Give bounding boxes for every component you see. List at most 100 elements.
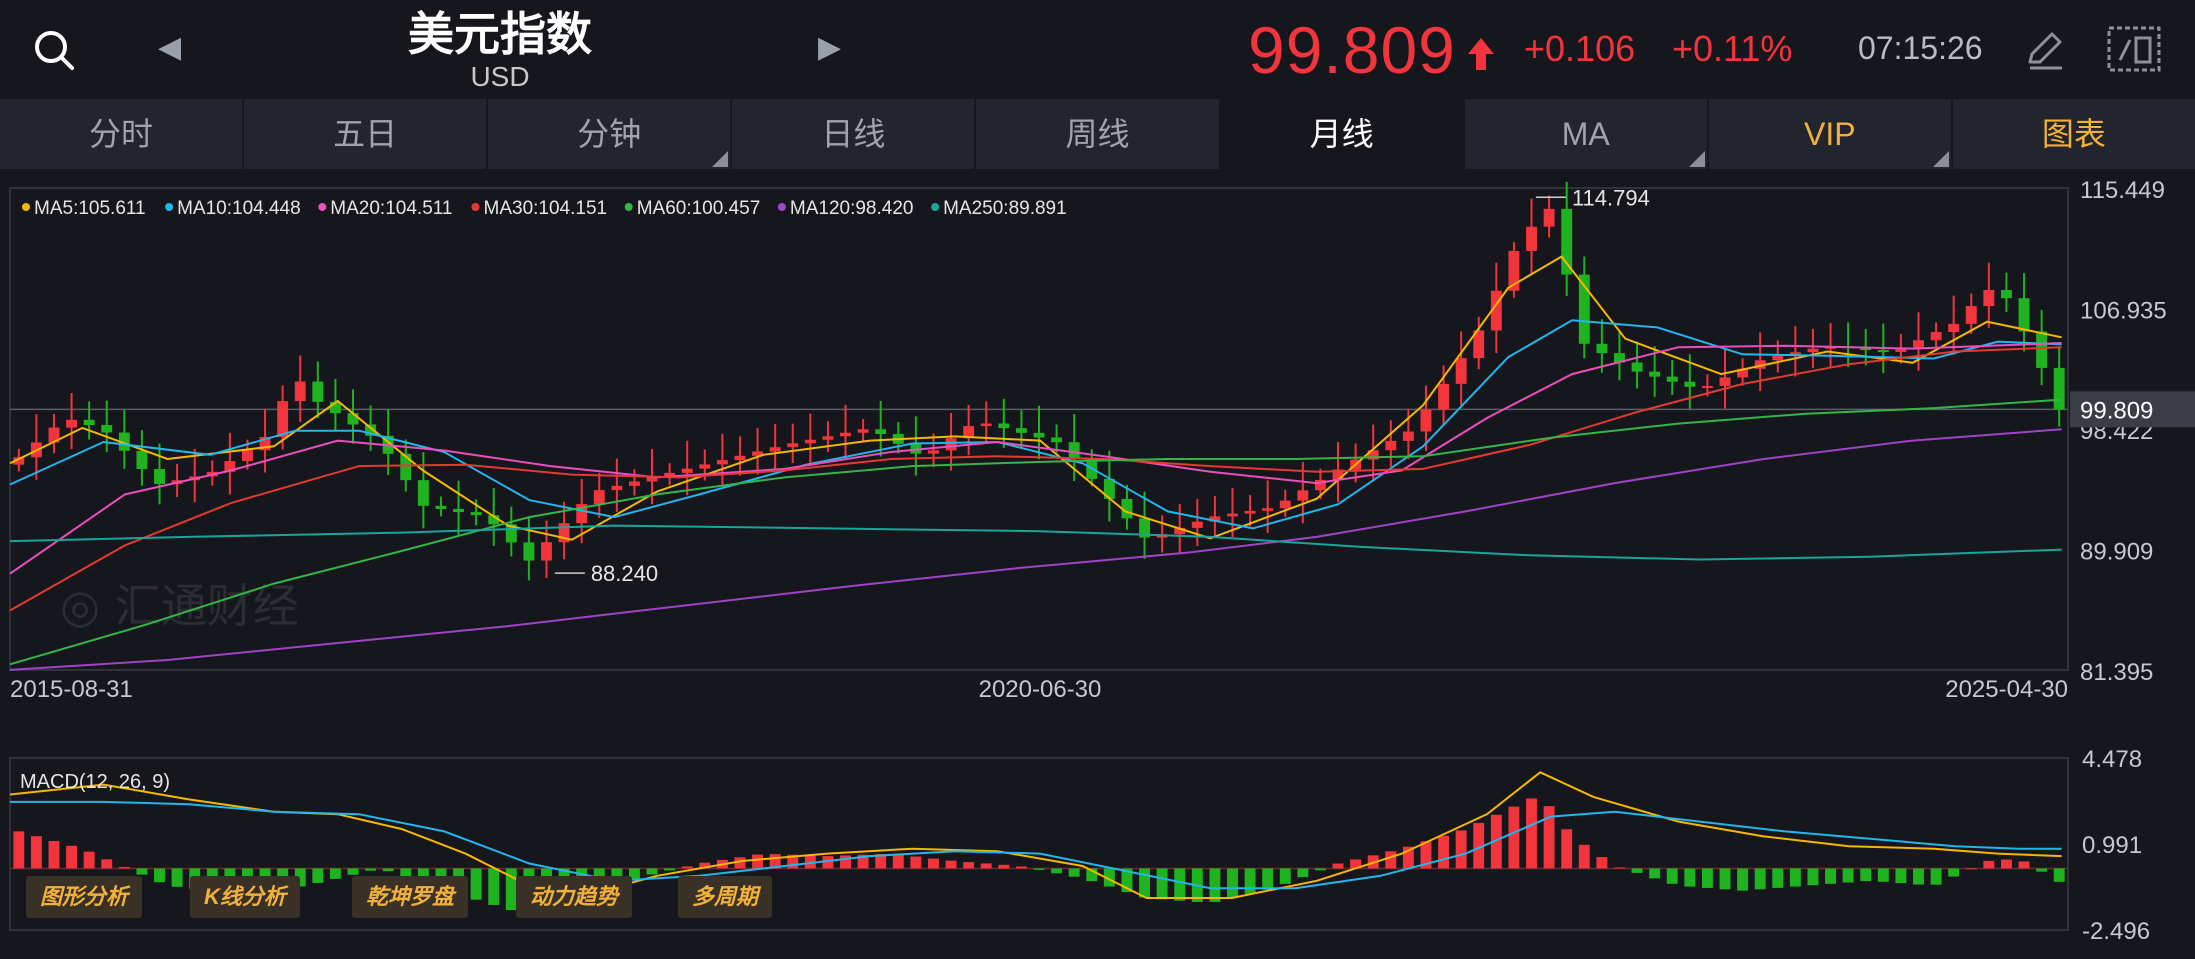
candle-body: [558, 523, 570, 543]
macd-bar: [488, 868, 500, 905]
tab-0[interactable]: 分时: [0, 99, 245, 169]
candle-body: [1367, 450, 1379, 460]
tab-2[interactable]: 分钟: [488, 99, 733, 169]
candle-body: [101, 425, 113, 433]
ma-legend-label: MA250:89.891: [943, 198, 1067, 219]
pen-icon[interactable]: [2020, 26, 2068, 74]
candle-body: [734, 455, 746, 461]
tab-5[interactable]: 月线: [1220, 99, 1465, 169]
layout-icon[interactable]: [2106, 24, 2162, 74]
left-arrow-icon[interactable]: ◀: [158, 31, 182, 64]
legend-dot: [624, 203, 633, 211]
ma-legend-label: MA10:104.448: [177, 198, 301, 219]
y-tick-label: 106.935: [2080, 298, 2167, 325]
macd-bar: [83, 851, 95, 869]
macd-bar: [963, 862, 975, 869]
legend-dot: [777, 203, 786, 211]
candle-body: [1789, 352, 1801, 356]
macd-bar: [840, 855, 851, 869]
tool-button-3[interactable]: 动力趋势: [516, 876, 633, 918]
search-icon[interactable]: [30, 26, 78, 74]
macd-bar: [1596, 857, 1608, 869]
macd-bar: [66, 845, 78, 869]
candle-body: [1068, 442, 1080, 459]
macd-label: MACD(12, 26, 9): [20, 771, 170, 793]
candle-body: [435, 505, 447, 509]
tab-4[interactable]: 周线: [976, 99, 1221, 169]
macd-bar: [1526, 798, 1537, 869]
tab-1[interactable]: 五日: [244, 99, 489, 169]
candle-body: [1596, 343, 1608, 354]
candle-body: [1209, 516, 1221, 522]
candle-body: [294, 381, 306, 402]
macd-bar: [1139, 868, 1150, 898]
candle-body: [1297, 490, 1309, 501]
candle-body: [2000, 289, 2012, 299]
y-tick-label: 115.449: [2080, 177, 2165, 204]
macd-bar: [1121, 868, 1133, 893]
macd-bar: [400, 868, 412, 878]
tab-6[interactable]: MA: [1464, 99, 1709, 169]
candle-body: [365, 424, 377, 436]
ma-line-ma30: [9, 346, 2062, 612]
macd-bar: [13, 831, 25, 869]
macd-bar: [1402, 846, 1414, 869]
tool-button-2[interactable]: 乾坤罗盘: [352, 876, 469, 918]
macd-bar: [417, 868, 429, 884]
candle-body: [1877, 350, 1889, 353]
candle-body: [83, 419, 95, 426]
candle-body: [13, 457, 25, 465]
legend-dot: [22, 203, 30, 211]
candle-body: [48, 427, 60, 443]
macd-bar: [928, 858, 939, 869]
ma-legend-label: MA30:104.151: [484, 198, 608, 219]
candle-body: [1402, 431, 1414, 441]
macd-bar: [154, 868, 165, 883]
ma-line-ma60: [9, 398, 2062, 666]
candle-body: [1490, 290, 1502, 331]
tool-button-4[interactable]: 多周期: [678, 876, 773, 918]
macd-bar: [945, 860, 957, 869]
candle-body: [347, 413, 359, 425]
macd-bar: [1860, 868, 1872, 882]
candle-body: [259, 436, 271, 451]
candle-body: [787, 443, 799, 448]
macd-line-dea: [10, 800, 2062, 890]
candle-body: [857, 429, 869, 433]
candle-body: [1913, 340, 1924, 349]
macd-bar: [1508, 806, 1520, 869]
tab-7[interactable]: VIP: [1708, 99, 1953, 169]
right-arrow-icon[interactable]: ▶: [818, 31, 842, 64]
macd-bar: [1473, 822, 1485, 869]
macd-bar: [1174, 868, 1186, 901]
candle-body: [716, 460, 728, 465]
candle-body: [523, 542, 535, 561]
candle-body: [699, 464, 711, 469]
macd-bar: [2053, 868, 2065, 882]
macd-bar: [1930, 868, 1942, 885]
legend-dot: [318, 203, 327, 211]
macd-bar: [1051, 868, 1063, 874]
candle-body: [1015, 428, 1027, 433]
macd-bar: [1666, 868, 1678, 884]
tab-8[interactable]: 图表: [1952, 99, 2195, 169]
candle-body: [628, 481, 640, 486]
macd-bar: [1262, 868, 1274, 890]
candle-body: [488, 515, 500, 525]
candle-body: [1385, 440, 1397, 451]
macd-bar: [1086, 868, 1098, 882]
kline-chart[interactable]: ◎ 汇通财经 115.449 106.935 98.422 89.909 81.395 99…: [0, 170, 2195, 959]
tool-button-1[interactable]: K线分析: [190, 876, 300, 918]
candle-body: [1807, 348, 1819, 353]
tool-button-0[interactable]: 图形分析: [26, 876, 143, 918]
candle-body: [1455, 358, 1467, 384]
candle-body: [312, 381, 324, 402]
candle-body: [1930, 332, 1942, 341]
candle-body: [681, 468, 693, 473]
current-price-tag-label: 99.809: [2080, 397, 2153, 424]
macd-bar: [2000, 859, 2012, 869]
candle-body: [840, 432, 851, 437]
candle-body: [1420, 409, 1432, 432]
tab-3[interactable]: 日线: [732, 99, 977, 169]
legend-dot: [471, 203, 480, 211]
